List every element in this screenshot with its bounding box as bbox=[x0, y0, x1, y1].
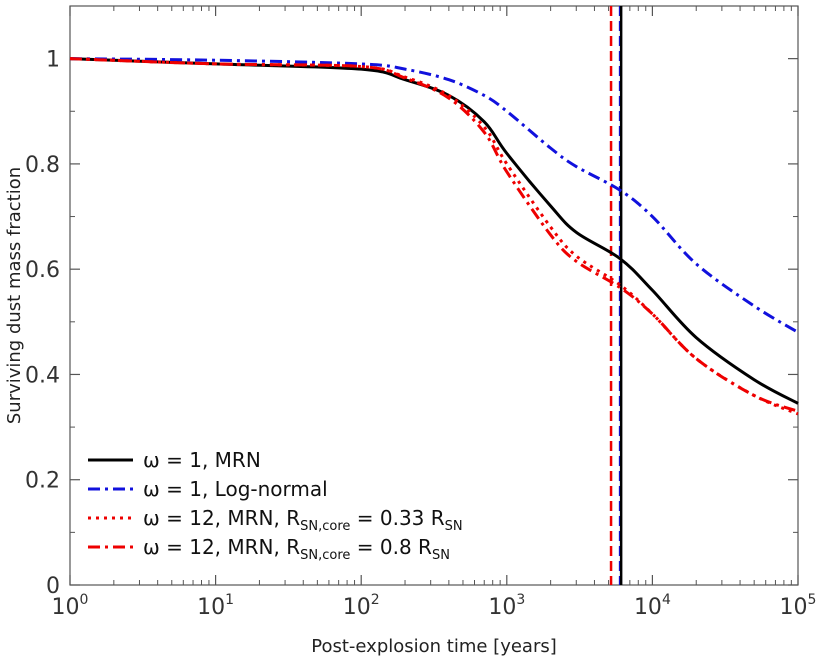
x-tick-label: 105 bbox=[780, 592, 817, 620]
x-tick-label: 101 bbox=[197, 592, 234, 620]
y-axis-title: Surviving dust mass fraction bbox=[4, 167, 25, 424]
y-tick-label: 1 bbox=[46, 48, 60, 73]
legend: ω = 1, MRN ω = 1, Log-normal ω = 12, MRN, … bbox=[88, 448, 463, 563]
series-line-1 bbox=[69, 57, 799, 405]
series-line-2 bbox=[69, 57, 799, 334]
series-lines bbox=[69, 57, 799, 416]
y-tick-label: 0 bbox=[46, 574, 60, 599]
y-tick-label: 0.4 bbox=[25, 363, 60, 388]
y-axis-ticks: 0 0.2 0.4 0.6 0.8 1 bbox=[25, 48, 798, 599]
y-tick-label: 0.8 bbox=[25, 153, 60, 178]
x-tick-label: 104 bbox=[634, 592, 671, 620]
minor-ticks bbox=[70, 5, 798, 585]
plot-frame bbox=[69, 5, 799, 586]
legend-label: ω = 1, MRN bbox=[143, 448, 261, 472]
series-line-4 bbox=[69, 57, 799, 413]
y-tick-label: 0.6 bbox=[25, 258, 60, 283]
legend-label: ω = 12, MRN, RSN,core = 0.8 RSN bbox=[143, 535, 450, 563]
vertical-lines bbox=[609, 6, 623, 585]
x-tick-label: 103 bbox=[488, 592, 525, 620]
legend-label: ω = 12, MRN, RSN,core = 0.33 RSN bbox=[143, 506, 463, 534]
series-line-3 bbox=[69, 57, 799, 416]
x-axis-title: Post-explosion time [years] bbox=[311, 636, 557, 657]
legend-label: ω = 1, Log-normal bbox=[143, 477, 328, 501]
x-tick-label: 102 bbox=[343, 592, 380, 620]
x-axis-ticks: 100 101 102 103 104 105 bbox=[52, 6, 817, 620]
x-tick-label: 100 bbox=[52, 592, 89, 620]
y-tick-label: 0.2 bbox=[25, 469, 60, 494]
